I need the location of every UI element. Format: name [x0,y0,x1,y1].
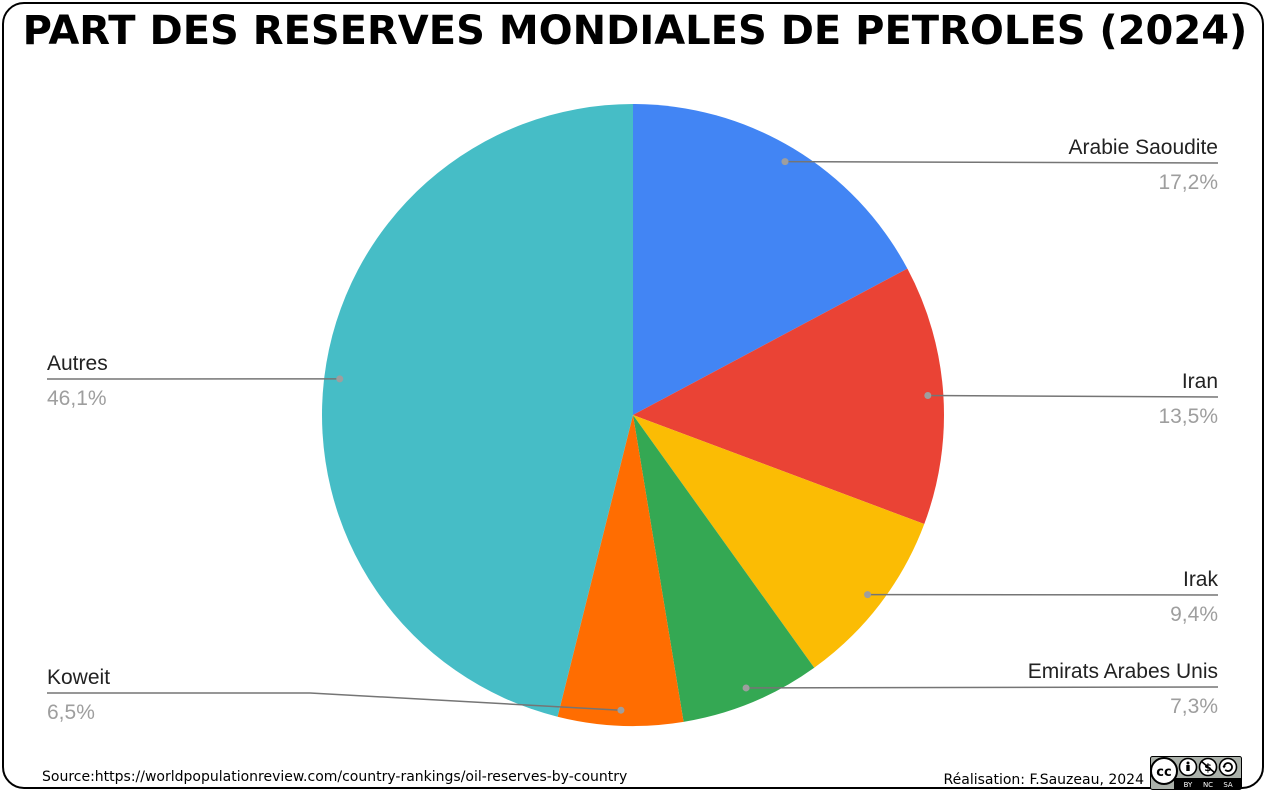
author-credit: Réalisation: F.Sauzeau, 2024 [943,772,1144,788]
slice-label-emirats-arabes-unis: Emirats Arabes Unis [1028,660,1218,683]
leader-lines [46,158,1219,714]
leader-line-iran [927,394,1219,398]
slice-value-emirats-arabes-unis: 7,3% [1170,695,1218,718]
pie-slice-iran [633,268,944,525]
pie-slice-emirats-arabes-unis [633,415,815,722]
pie-slices [322,104,944,726]
chart-title: PART DES RESERVES MONDIALES DE PETROLES … [22,8,1248,54]
pie-slice-arabie-saoudite [633,104,908,415]
slice-label-koweit: Koweit [47,666,110,689]
cc-label-nc: NC [1203,781,1213,789]
leader-dot-iran [924,392,932,400]
slice-label-autres: Autres [47,352,108,375]
leader-dot-irak [864,591,872,599]
slice-value-arabie-saoudite: 17,2% [1158,171,1218,194]
leader-dot-emirats-arabes-unis [742,684,750,692]
slice-value-koweit: 6,5% [47,701,95,724]
pie-slice-autres [322,104,633,717]
slice-label-arabie-saoudite: Arabie Saoudite [1069,136,1218,159]
slice-label-irak: Irak [1183,568,1219,591]
svg-text:cc: cc [1156,765,1171,780]
leader-dot-arabie-saoudite [781,158,789,166]
slice-value-autres: 46,1% [47,387,107,410]
cc-label-sa: SA [1223,781,1233,789]
leader-dot-autres [336,375,344,383]
source-note: Source:https://worldpopulationreview.com… [42,769,628,785]
slice-label-iran: Iran [1182,370,1218,393]
leader-line-arabie-saoudite [784,160,1219,164]
slice-value-irak: 9,4% [1170,603,1218,626]
cc-by-nc-sa-icon: cc $ BY NC SA [1150,756,1242,790]
cc-label-by: BY [1184,781,1193,789]
leader-dot-koweit [617,706,625,714]
pie-slice-koweit [557,415,684,726]
leader-line-koweit [47,692,621,711]
slice-labels: Arabie Saoudite 17,2% Iran 13,5% Irak 9,4% Emi… [47,136,1218,724]
pie-slice-irak [633,415,925,668]
slice-value-iran: 13,5% [1158,405,1218,428]
leader-line-emirats-arabes-unis [746,686,1219,689]
